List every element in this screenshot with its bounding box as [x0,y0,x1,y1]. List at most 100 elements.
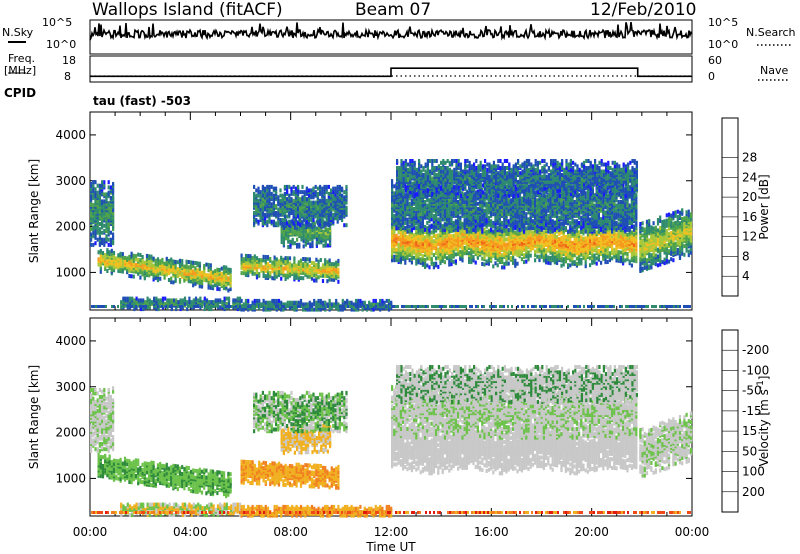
power-cell [326,234,329,239]
power-cell [595,249,598,254]
power-cell [280,255,283,260]
power-cell [174,277,177,282]
power-cell [408,210,411,215]
power-cell [586,239,589,244]
power-cell [448,233,451,237]
power-cell [474,260,477,265]
power-cell [408,258,411,263]
power-cell [487,261,490,266]
power-cell [332,190,335,195]
power-cell [121,267,124,272]
power-cell [391,254,394,259]
power-cell [457,236,460,241]
power-cell [315,263,318,267]
power-cell [551,239,554,243]
power-cell [104,253,107,257]
power-cell [415,228,418,233]
power-cell [613,247,616,252]
power-cell [178,262,182,267]
power-cell [470,254,473,259]
power-cell [293,260,296,264]
power-cell [463,203,466,208]
power-cell [330,262,333,267]
power-cell [282,257,285,262]
power-cell [404,220,407,225]
power-cell [253,184,256,189]
power-cell [318,238,321,243]
power-cell [285,218,288,223]
power-cell [505,230,508,235]
power-cell [564,247,567,252]
power-cell [108,250,111,255]
power-cell [313,261,316,266]
power-cell [457,243,460,248]
power-cell [334,190,337,195]
power-cell [150,259,153,264]
power-cell [253,257,256,262]
power-cell [216,286,219,291]
power-cell [336,219,339,224]
power-cell [470,217,473,222]
power-cell [205,262,208,267]
power-cell [503,227,506,232]
power-cell [496,263,499,268]
y-tick-label: 4000 [55,334,86,348]
power-cell [520,217,523,222]
power-cell [518,217,521,222]
power-cell [262,258,265,263]
power-cell [323,190,326,195]
power-cell [279,188,282,193]
power-cell [410,201,413,206]
power-cell [428,232,431,237]
power-cell [298,227,301,232]
power-cell [301,190,304,195]
power-cell [104,256,107,261]
power-cell [192,264,195,269]
power-cell [218,282,221,286]
power-cell [282,266,285,271]
power-cell [404,210,407,215]
power-cell [615,255,618,259]
power-cell [115,256,118,261]
power-cell [308,257,311,262]
power-cell [194,281,197,286]
power-cell [264,216,267,221]
power-cell [615,249,618,254]
power-cell [485,259,488,264]
power-cell [338,214,341,219]
power-cell [593,253,596,258]
power-cell [490,219,493,224]
power-cell [207,273,210,278]
power-cell [321,193,324,198]
power-cell [313,278,316,283]
power-cell [430,230,433,235]
power-cell [336,188,339,193]
power-cell [432,239,435,244]
power-cell [291,266,294,271]
power-cell [139,268,142,273]
power-cell [628,235,631,240]
power-cell [315,257,318,262]
power-cell [322,219,325,224]
freq-left-tick: 18 [62,54,76,67]
power-cell [435,225,438,230]
power-cell [399,234,402,238]
power-cell [145,257,149,262]
power-cell [428,198,431,203]
power-cell [253,254,256,259]
power-cell [161,264,164,269]
power-cell [268,188,271,193]
power-cell [338,198,341,203]
power-cell [313,233,316,238]
power-cell [505,261,508,266]
power-cell [397,253,400,257]
power-cell [148,263,151,267]
power-cell [589,233,592,238]
power-cell [321,273,325,278]
power-cell [275,204,278,209]
power-cell [275,260,278,265]
power-cell [291,225,294,230]
power-cell [626,232,629,237]
power-cell [595,261,598,266]
power-cell [266,262,270,267]
